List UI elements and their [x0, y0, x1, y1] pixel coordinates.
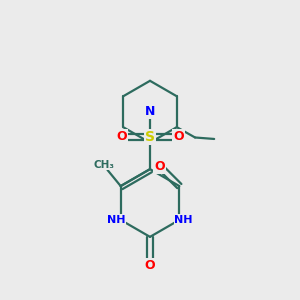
Text: CH₃: CH₃ — [94, 160, 115, 170]
Text: O: O — [145, 259, 155, 272]
Text: N: N — [145, 105, 155, 118]
Text: S: S — [145, 130, 155, 144]
Text: O: O — [154, 160, 165, 173]
Text: O: O — [173, 130, 184, 143]
Text: NH: NH — [175, 215, 193, 225]
Text: NH: NH — [107, 215, 125, 225]
Text: O: O — [116, 130, 127, 143]
